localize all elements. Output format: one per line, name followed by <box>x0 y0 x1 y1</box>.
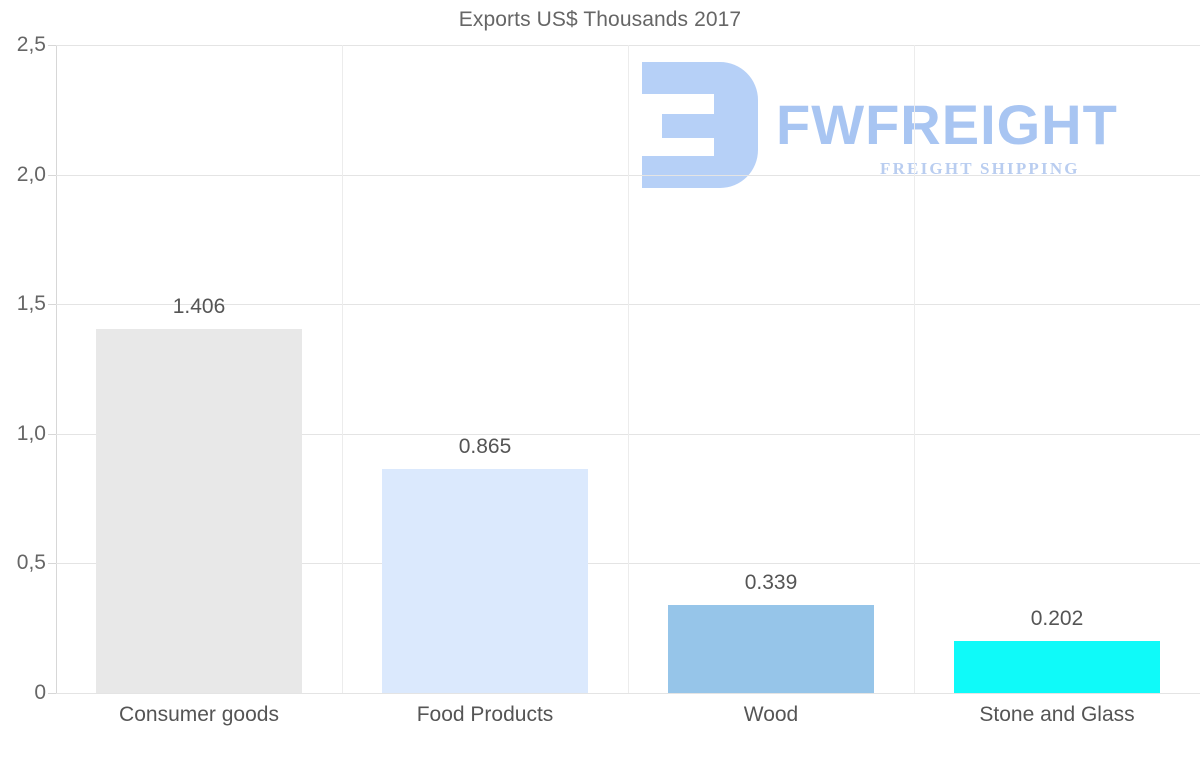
plot-area: 1.406 0.865 0.339 0.202 <box>56 45 1200 694</box>
bar-value-label: 1.406 <box>172 294 226 318</box>
x-axis-label: Stone and Glass <box>979 703 1135 726</box>
bar[interactable] <box>954 640 1160 693</box>
y-tick-mark <box>48 693 56 694</box>
bar[interactable] <box>668 605 874 693</box>
y-axis-label: 1,5 <box>16 292 46 316</box>
y-tick-mark <box>48 433 56 435</box>
bar[interactable] <box>382 468 588 693</box>
y-axis-label: 2,5 <box>16 33 46 56</box>
x-axis-label: Consumer goods <box>119 703 279 726</box>
y-axis-line <box>56 45 57 694</box>
bar-value-label: 0.865 <box>458 434 512 458</box>
category-separator <box>628 45 629 693</box>
y-axis-label: 1,0 <box>16 421 46 445</box>
y-axis-label: 0 <box>34 681 46 704</box>
y-tick-mark <box>48 174 56 176</box>
y-tick-mark <box>48 45 56 46</box>
bar-value-label: 0.339 <box>744 571 798 595</box>
chart-title: Exports US$ Thousands 2017 <box>458 8 742 31</box>
y-gridline <box>56 693 1200 694</box>
y-axis-label: 0,5 <box>16 551 46 575</box>
bar-value-label: 0.202 <box>1030 606 1084 630</box>
y-tick-mark <box>48 563 56 565</box>
x-axis-label: Food Products <box>416 703 554 726</box>
bar[interactable] <box>96 328 302 693</box>
category-separator <box>914 45 915 693</box>
y-tick-mark <box>48 304 56 306</box>
y-axis-label: 2,0 <box>16 162 46 186</box>
category-separator <box>342 45 343 693</box>
x-axis-label: Wood <box>743 703 799 726</box>
